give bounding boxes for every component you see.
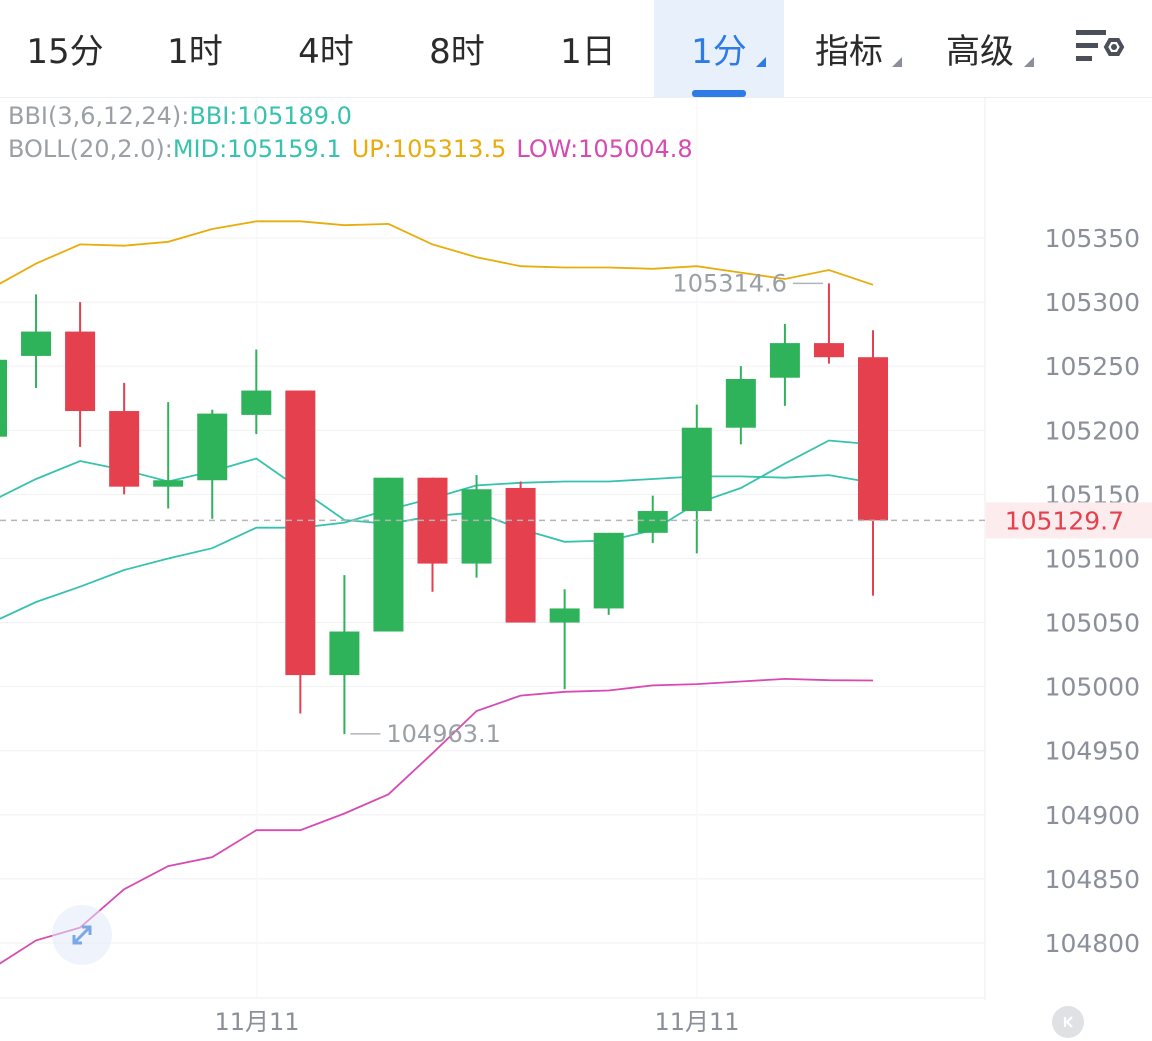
y-tick-label: 105000 [1045,673,1140,702]
candle-body [461,489,492,564]
y-tick-label: 104950 [1045,737,1140,766]
active-tab-indicator [692,90,746,97]
last-price-label: 105129.7 [1005,506,1124,535]
candle-body [241,390,272,415]
candle-body [858,357,888,521]
scroll-to-latest-button[interactable] [1052,1006,1084,1038]
tab-label: 指标 [815,32,883,72]
candle-body [593,532,624,609]
candle-body [637,511,668,533]
bbi-legend-value: BBI:105189.0 [189,102,352,130]
series-line-low [0,677,874,965]
bbi-legend: BBI(3,6,12,24):BBI:105189.0 [8,102,352,130]
tab-label: 4时 [298,32,354,72]
candle-body [0,359,7,437]
candle-body [329,631,360,676]
candle-body [681,427,712,512]
boll-low-value: LOW:105004.8 [516,135,693,163]
boll-up-value: UP:105313.5 [351,135,507,163]
candle-body [725,379,756,428]
candle-body [813,343,844,358]
y-tick-label: 105300 [1045,288,1140,317]
candle-body [153,480,184,487]
y-tick-label: 104900 [1045,801,1140,830]
skip-back-icon [1063,1016,1073,1028]
tab-1day[interactable]: 1日 [522,0,654,97]
y-tick-label: 105200 [1045,416,1140,445]
tab-label: 8时 [429,32,485,72]
tab-label: 1分 [691,32,747,72]
chart-settings-icon[interactable] [1072,24,1128,72]
candle-body [549,608,580,623]
tab-label: 1日 [560,32,616,72]
tab-1hour[interactable]: 1时 [130,0,260,97]
candle-body [109,411,140,487]
tab-1min[interactable]: 1分 [654,0,784,97]
boll-legend-prefix: BOLL(20,2.0): [8,135,173,163]
candle-body [21,331,52,356]
y-tick-label: 105100 [1045,544,1140,573]
bbi-legend-prefix: BBI(3,6,12,24): [8,102,190,130]
tab-label: 1时 [167,32,223,72]
x-tick-label: 11月11 [214,1008,299,1036]
tab-label: 高级 [946,32,1014,72]
tab-4hour[interactable]: 4时 [260,0,392,97]
expand-arrows-icon [72,925,92,945]
dropdown-triangle-icon [756,57,766,67]
high-annotation: 105314.6 [672,269,787,297]
candle-body [197,413,228,481]
y-tick-label: 105050 [1045,609,1140,638]
x-tick-label: 11月11 [654,1008,739,1036]
y-tick-label: 104800 [1045,929,1140,958]
candle-body [505,487,536,623]
candle-body [373,477,404,632]
y-tick-label: 104850 [1045,865,1140,894]
tab-label: 15分 [26,32,104,72]
last-price-badge [986,502,1152,539]
candle-body [769,343,800,378]
candlestick-chart[interactable]: 1053501053001052501052001051501051001050… [0,97,1152,1041]
candle-body [285,390,316,676]
dropdown-triangle-icon [892,57,902,67]
y-tick-label: 105250 [1045,352,1140,381]
tab-15min[interactable]: 15分 [0,0,130,97]
tab-advanced[interactable]: 高级 [914,0,1046,97]
y-tick-label: 105350 [1045,224,1140,253]
tab-indicators[interactable]: 指标 [784,0,914,97]
timeframe-toolbar: 15分 1时 4时 8时 1日 1分 指标 高级 [0,0,1152,98]
tab-8hour[interactable]: 8时 [392,0,522,97]
series-line-up [0,220,874,286]
expand-chart-button[interactable] [52,905,112,965]
low-annotation: 104963.1 [386,720,501,748]
dropdown-triangle-icon [1024,57,1034,67]
candle-body [65,331,96,412]
